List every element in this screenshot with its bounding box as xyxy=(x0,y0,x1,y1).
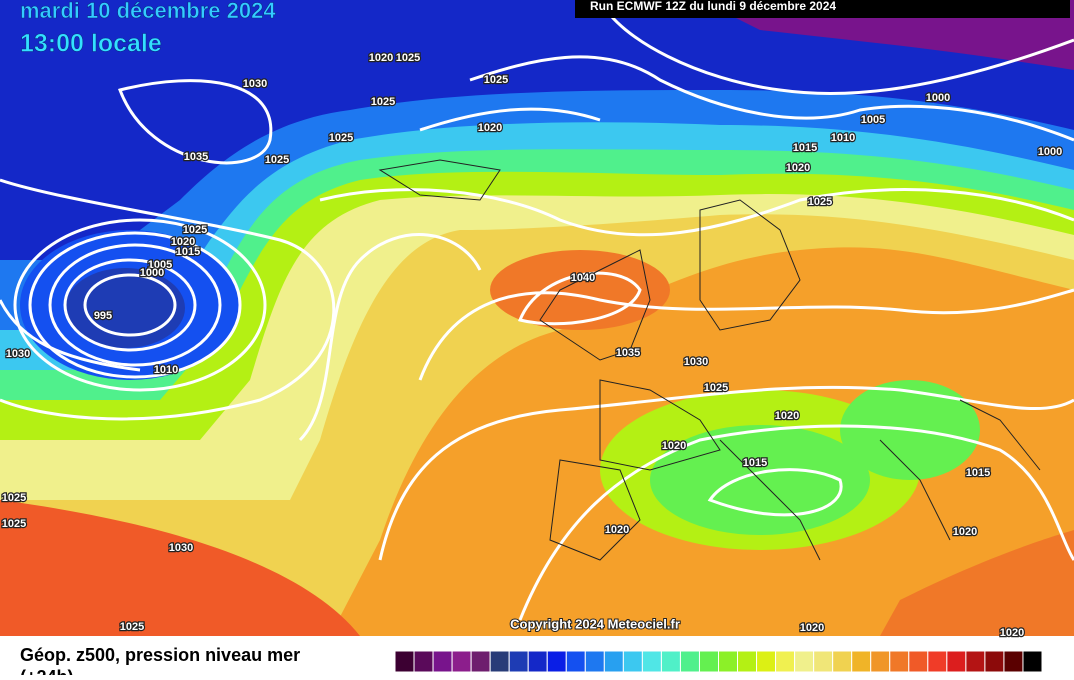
colorbar-swatch xyxy=(527,650,548,673)
isobar-label: 1020 xyxy=(171,236,195,248)
colorbar-swatch xyxy=(641,650,662,673)
isobar-label: 1025 xyxy=(183,224,207,236)
colorbar-swatch xyxy=(622,650,643,673)
isobar-label: 1020 xyxy=(953,526,977,538)
isobar-label: 1020 xyxy=(786,162,810,174)
isobar-label: 1000 xyxy=(140,267,164,279)
colorbar xyxy=(394,650,1043,673)
colorbar-swatch xyxy=(432,650,453,673)
isobar-label: 1020 xyxy=(775,410,799,422)
copyright: Copyright 2024 Meteociel.fr xyxy=(510,616,680,631)
colorbar-swatch xyxy=(451,650,472,673)
isobar-label: 1025 xyxy=(2,518,26,530)
isobar-label: 1015 xyxy=(176,246,200,258)
colorbar-swatch xyxy=(908,650,929,673)
isobar-label: 1025 xyxy=(2,492,26,504)
colorbar-swatch xyxy=(546,650,567,673)
isobar-label: 1025 xyxy=(484,74,508,86)
isobar-label: 1035 xyxy=(184,151,208,163)
colorbar-swatch xyxy=(851,650,872,673)
isobar-label: 1020 xyxy=(662,440,686,452)
isobar-label: 1005 xyxy=(148,259,172,271)
isobar-label: 1025 xyxy=(329,132,353,144)
isobar-label: 1035 xyxy=(616,347,640,359)
isobar-label: 1020 xyxy=(369,52,393,64)
legend-title: Géop. z500, pression niveau mer xyxy=(20,645,300,665)
colorbar-swatch xyxy=(1022,650,1043,673)
run-box xyxy=(575,0,1070,18)
colorbar-swatch xyxy=(603,650,624,673)
colorbar-swatch xyxy=(965,650,986,673)
isobar-label: 1025 xyxy=(704,382,728,394)
colorbar-swatch xyxy=(413,650,434,673)
map-time: 13:00 locale xyxy=(20,30,162,58)
colorbar-swatch xyxy=(470,650,491,673)
isobar-label: 1010 xyxy=(154,364,178,376)
isobar-label: 995 xyxy=(94,310,112,322)
colorbar-swatch xyxy=(889,650,910,673)
colorbar-swatch xyxy=(946,650,967,673)
isobar-label: 1000 xyxy=(926,92,950,104)
isobar-label: 1025 xyxy=(120,621,144,633)
colorbar-swatch xyxy=(794,650,815,673)
colorbar-swatch xyxy=(660,650,681,673)
isobar-label: 1025 xyxy=(808,196,832,208)
colorbar-swatch xyxy=(1003,650,1024,673)
isobar-label: 1015 xyxy=(966,467,990,479)
colorbar-swatch xyxy=(718,650,739,673)
isobars xyxy=(0,0,1074,621)
colorbar-swatch xyxy=(927,650,948,673)
colorbar-swatch xyxy=(832,650,853,673)
colorbar-swatch xyxy=(813,650,834,673)
colorbar-swatch xyxy=(679,650,700,673)
colorbar-swatch xyxy=(489,650,510,673)
isobar-label: 1020 xyxy=(1000,627,1024,639)
isobar-label: 1005 xyxy=(861,114,885,126)
coastlines xyxy=(378,159,1041,561)
run-info: Run ECMWF 12Z du lundi 9 décembre 2024 xyxy=(590,0,836,13)
map-date: mardi 10 décembre 2024 xyxy=(20,0,276,23)
isobar-label: 1040 xyxy=(571,272,595,284)
isobar-label: 1030 xyxy=(684,356,708,368)
colorbar-swatch xyxy=(756,650,777,673)
isobar-label: 1020 xyxy=(800,622,824,634)
field xyxy=(0,0,1074,636)
isobar-label: 1030 xyxy=(243,78,267,90)
isobar-label: 1030 xyxy=(6,348,30,360)
colorbar-swatch xyxy=(584,650,605,673)
colorbar-swatch xyxy=(698,650,719,673)
isobar-label: 1015 xyxy=(743,457,767,469)
isobar-label: 1030 xyxy=(169,542,193,554)
colorbar-swatch xyxy=(737,650,758,673)
colorbar-swatch xyxy=(775,650,796,673)
colorbar-swatch xyxy=(508,650,529,673)
colorbar-swatch xyxy=(565,650,586,673)
legend-subtitle: (+24h) xyxy=(20,667,74,675)
colorbar-swatch xyxy=(984,650,1005,673)
isobar-label: 1025 xyxy=(396,52,420,64)
colorbar-swatch xyxy=(870,650,891,673)
isobar-label: 1015 xyxy=(793,142,817,154)
isobar-label: 1020 xyxy=(605,524,629,536)
isobar-label: 1000 xyxy=(1038,146,1062,158)
isobar-label: 1025 xyxy=(265,154,289,166)
isobar-label: 1020 xyxy=(478,122,502,134)
colorbar-swatch xyxy=(394,650,415,673)
isobar-label: 1025 xyxy=(371,96,395,108)
isobar-label: 1010 xyxy=(831,132,855,144)
